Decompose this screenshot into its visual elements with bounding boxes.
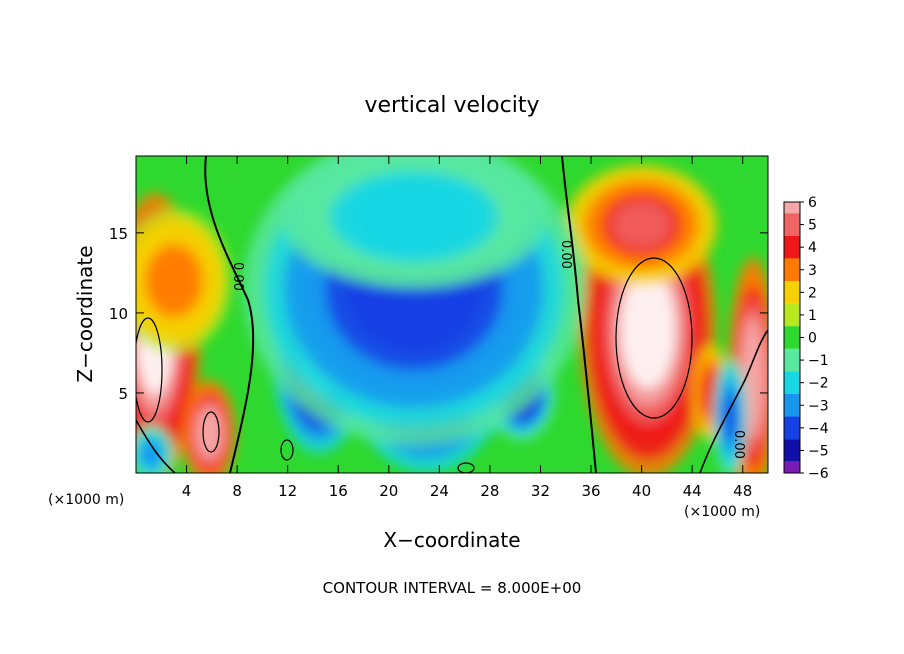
x-tick-label: 16: [329, 482, 348, 500]
x-unit-right: (×1000 m): [684, 504, 760, 520]
zero-contour-line: [561, 156, 597, 473]
contour-loop: [615, 257, 693, 419]
colorbar-swatch: [784, 416, 800, 440]
y-axis-title: Z−coordinate: [73, 245, 97, 382]
contour-loop: [202, 411, 220, 453]
plot-area: 0.00 0.00 0.00: [136, 156, 768, 473]
x-axis: 4 8 12 16 20 24 28 32 36 40 44 48: [182, 156, 752, 500]
colorbar-label: −4: [808, 421, 829, 437]
x-tick-label: 12: [278, 482, 297, 500]
colorbar-swatch: [784, 393, 800, 417]
y-tick-label: 15: [109, 225, 128, 243]
contour-value-labels: 0.00 0.00 0.00: [230, 240, 746, 459]
colorbar-swatch: [784, 439, 800, 462]
x-tick-label: 8: [232, 482, 242, 500]
colorbar-label: 5: [808, 218, 817, 234]
colorbar-swatch: [784, 213, 800, 236]
colorbar-label: 6: [808, 195, 817, 211]
colorbar-label: 3: [808, 263, 817, 279]
colorbar-swatch: [784, 326, 800, 349]
colorbar-swatch: [784, 235, 800, 259]
colorbar-label: −6: [808, 466, 829, 482]
zero-contour-line: [136, 419, 176, 473]
zero-contour-line: [699, 329, 768, 473]
colorbar-label: −1: [808, 353, 829, 369]
colorbar-label: −5: [808, 443, 829, 459]
y-tick-label: 10: [109, 305, 128, 323]
velocity-field: [136, 156, 768, 473]
x-tick-label: 24: [430, 482, 449, 500]
x-tick-label: 32: [531, 482, 550, 500]
velocity-cell: [151, 252, 197, 310]
x-tick-label: 44: [683, 482, 702, 500]
contour-label: 0.00: [558, 240, 573, 269]
velocity-cell: [611, 200, 672, 249]
contour-loop: [136, 317, 163, 423]
x-tick-label: 4: [182, 482, 192, 500]
colorbar-label: 0: [808, 331, 817, 347]
x-tick-label: 40: [632, 482, 651, 500]
velocity-cell: [620, 269, 676, 389]
y-axis: 5 10 15: [109, 225, 768, 403]
colorbar-swatch: [784, 202, 800, 214]
colorbar-swatch: [784, 348, 800, 372]
velocity-cell: [742, 328, 763, 425]
x-tick-label: 48: [733, 482, 752, 500]
colorbar-label: 4: [808, 240, 817, 256]
colorbar-swatch: [784, 371, 800, 394]
x-tick-label: 20: [379, 482, 398, 500]
colorbar-swatch: [784, 258, 800, 282]
x-tick-label: 36: [581, 482, 600, 500]
colorbar-label: 2: [808, 285, 817, 301]
colorbar-label: −3: [808, 398, 829, 414]
colorbar-swatch: [784, 461, 800, 473]
colorbar: 6 5 4 3 2 1 0 −1 −2 −3 −4 −5 −6: [783, 195, 829, 482]
colorbar-swatch: [784, 303, 800, 327]
colorbar-label: 1: [808, 308, 817, 324]
contour-label: 0.00: [731, 430, 746, 459]
zero-contours: [136, 156, 768, 473]
velocity-cell: [142, 442, 161, 466]
colorbar-frame: [783, 201, 801, 474]
plot-frame: [135, 155, 769, 474]
chart-title: vertical velocity: [364, 93, 539, 118]
contour-interval-note: CONTOUR INTERVAL = 8.000E+00: [323, 579, 582, 597]
velocity-cell: [360, 188, 468, 246]
contour-loop: [280, 439, 294, 461]
velocity-cell: [723, 392, 737, 441]
x-axis-title: X−coordinate: [383, 528, 520, 552]
contour-label: 0.00: [230, 262, 245, 291]
colorbar-swatch: [784, 281, 800, 304]
colorbar-label: −2: [808, 376, 829, 392]
contour-loop: [457, 462, 475, 473]
y-tick-label: 5: [118, 385, 128, 403]
x-unit-left: (×1000 m): [48, 492, 124, 508]
x-tick-label: 28: [480, 482, 499, 500]
zero-contour-line: [204, 156, 255, 473]
